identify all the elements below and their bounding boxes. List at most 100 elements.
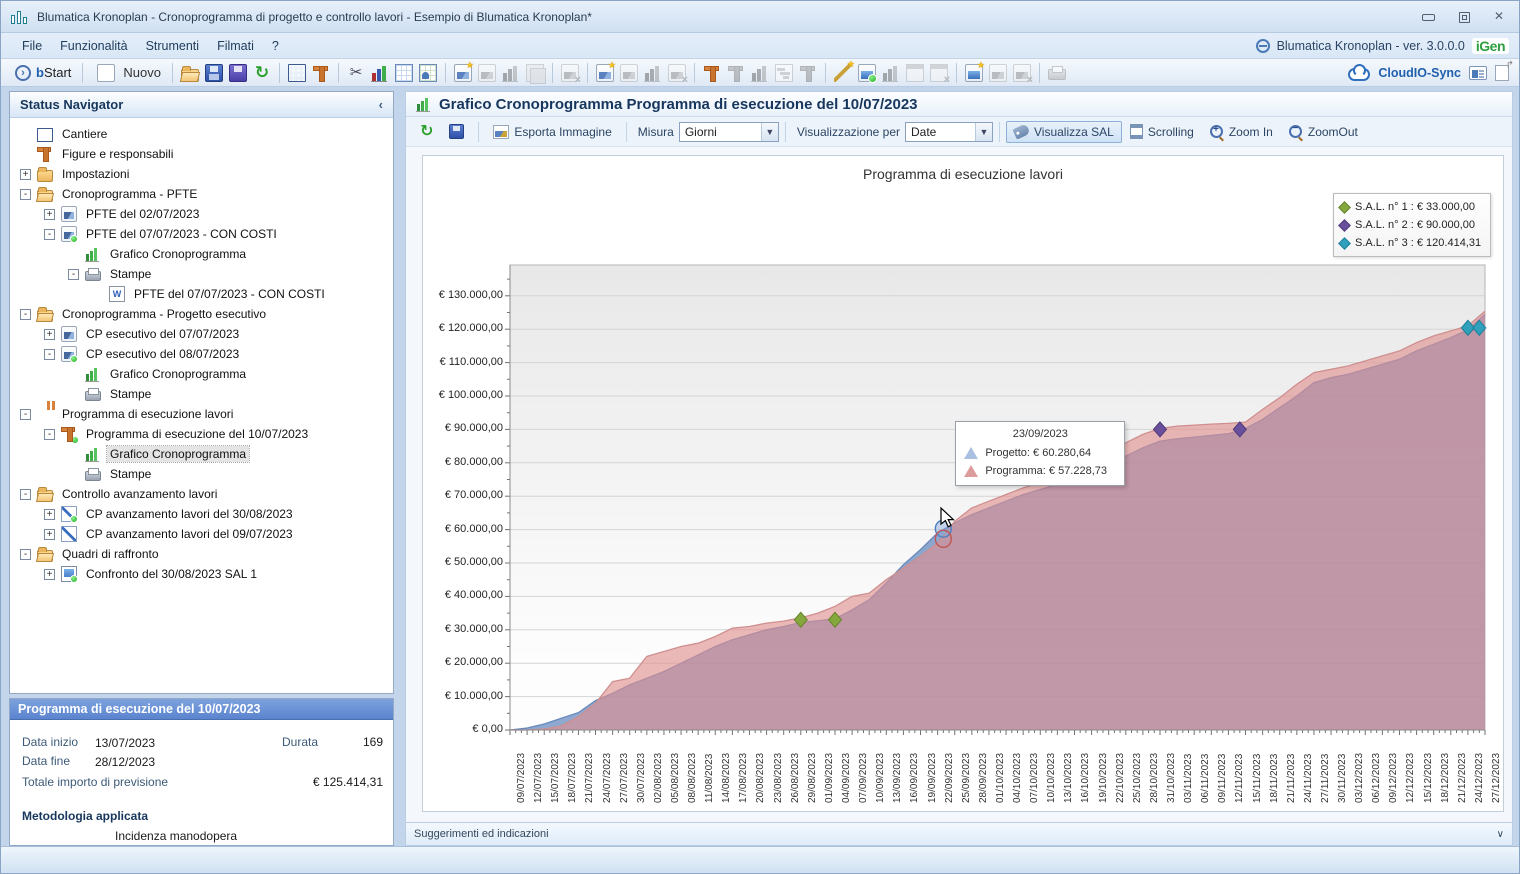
collapse-icon[interactable]: - — [20, 189, 31, 200]
collapse-icon[interactable]: - — [44, 429, 55, 440]
zoom-in-button[interactable]: Zoom In — [1202, 121, 1281, 143]
scrolling-label: Scrolling — [1148, 125, 1194, 139]
scrolling-button[interactable]: Scrolling — [1122, 120, 1202, 143]
bar-chart-icon — [85, 446, 101, 462]
tree-item[interactable]: - Programma di esecuzione del 10/07/2023 — [10, 424, 393, 444]
collapse-icon[interactable]: - — [20, 309, 31, 320]
x-axis-tick-label: 18/07/2023 — [567, 753, 578, 803]
wand-star-icon[interactable] — [834, 64, 852, 82]
tree-item[interactable]: -CP esecutivo del 08/07/2023 — [10, 344, 393, 364]
tree-item[interactable]: -Programma di esecuzione lavori — [10, 404, 393, 424]
table-icon[interactable] — [395, 64, 413, 82]
x-axis-tick-label: 10/10/2023 — [1046, 753, 1057, 803]
tree-item[interactable]: -Quadri di raffronto — [10, 544, 393, 564]
chart-tooltip: 23/09/2023 Progetto: € 60.280,64Programm… — [955, 421, 1125, 486]
tree-item[interactable]: Cantiere — [10, 124, 393, 144]
active-status-dot — [70, 575, 78, 583]
bar-chart-icon[interactable] — [371, 64, 389, 82]
x-axis-tick-label: 16/10/2023 — [1080, 753, 1091, 803]
minimize-button[interactable] — [1421, 11, 1435, 23]
expand-icon[interactable]: + — [44, 509, 55, 520]
collapse-icon[interactable]: - — [44, 229, 55, 240]
dropdown-arrow-icon[interactable]: ▼ — [975, 123, 992, 141]
visualizzazione-dropdown[interactable]: Date ▼ — [905, 122, 993, 142]
esporta-immagine-button[interactable]: Esporta Immagine — [485, 121, 619, 143]
refresh-icon[interactable] — [253, 64, 271, 82]
folder-open-icon[interactable] — [181, 69, 199, 82]
crane-icon[interactable] — [312, 64, 330, 82]
tree-item[interactable]: +PFTE del 02/07/2023 — [10, 204, 393, 224]
expand-icon[interactable]: + — [44, 209, 55, 220]
chart-panel-title: Grafico Cronoprogramma Programma di esec… — [439, 96, 918, 113]
image-blue-star-icon[interactable] — [965, 64, 983, 82]
image-star-icon[interactable] — [596, 64, 614, 82]
suggestions-bar[interactable]: Suggerimenti ed indicazioni ∨ — [406, 822, 1512, 845]
export-doc-icon[interactable] — [1495, 65, 1509, 81]
collapse-icon[interactable]: - — [68, 269, 79, 280]
visualizza-sal-button[interactable]: Visualizza SAL — [1006, 121, 1122, 143]
tree-item[interactable]: Stampe — [10, 464, 393, 484]
tools-icon[interactable] — [347, 64, 365, 82]
tree-item[interactable]: Grafico Cronoprogramma — [10, 364, 393, 384]
cloud-sync-label[interactable]: CloudIO-Sync — [1378, 66, 1461, 80]
collapse-panel-button[interactable]: ‹ — [379, 97, 383, 112]
tree-item[interactable]: Figure e responsabili — [10, 144, 393, 164]
close-button[interactable] — [1493, 11, 1507, 23]
nuovo-label: Nuovo — [123, 65, 161, 80]
tree-item[interactable]: +CP avanzamento lavori del 09/07/2023 — [10, 524, 393, 544]
metodologia-label: Metodologia applicata — [22, 809, 148, 823]
building-icon[interactable] — [288, 64, 306, 82]
chart-area[interactable]: Programma di esecuzione lavori S.A.L. n°… — [422, 155, 1504, 812]
chart-save-button[interactable] — [441, 120, 472, 143]
tree-item[interactable]: Stampe — [10, 384, 393, 404]
tree-item[interactable]: Grafico Cronoprogramma — [10, 444, 393, 464]
restore-button[interactable] — [1457, 11, 1471, 23]
dropdown-arrow-icon[interactable]: ▼ — [761, 123, 778, 141]
chart-legend: S.A.L. n° 1 : € 33.000,00S.A.L. n° 2 : €… — [1333, 193, 1491, 257]
contact-card-icon[interactable] — [1469, 66, 1487, 80]
tree-item[interactable]: -Cronoprogramma - Progetto esecutivo — [10, 304, 393, 324]
chart-refresh-button[interactable] — [412, 120, 441, 144]
line-chart-icon — [61, 526, 77, 542]
save-multi-icon[interactable] — [229, 64, 247, 82]
tree-item[interactable]: +Confronto del 30/08/2023 SAL 1 — [10, 564, 393, 584]
tree-item[interactable]: -PFTE del 07/07/2023 - CON COSTI — [10, 224, 393, 244]
chevron-down-icon[interactable]: ∨ — [1497, 829, 1504, 840]
people-table-icon[interactable] — [419, 64, 437, 82]
save-icon[interactable] — [205, 64, 223, 82]
collapse-icon[interactable]: - — [20, 489, 31, 500]
menu-item-[interactable]: ? — [263, 36, 288, 56]
tree-item[interactable]: -Stampe — [10, 264, 393, 284]
image-star-icon[interactable] — [454, 64, 472, 82]
menu-item-file[interactable]: File — [13, 36, 51, 56]
misura-dropdown[interactable]: Giorni ▼ — [679, 122, 779, 142]
tree-item-label: CP avanzamento lavori del 30/08/2023 — [83, 506, 296, 522]
bar-chart-icon — [85, 366, 101, 382]
nuovo-button[interactable]: Nuovo — [88, 62, 167, 84]
zoom-out-button[interactable]: ZoomOut — [1281, 121, 1366, 143]
collapse-icon[interactable]: - — [20, 409, 31, 420]
expand-icon[interactable]: + — [44, 329, 55, 340]
expand-icon[interactable]: + — [20, 169, 31, 180]
menu-item-funzionalit[interactable]: Funzionalità — [51, 36, 136, 56]
bstart-button[interactable]: › bStart — [9, 63, 77, 83]
collapse-icon[interactable]: - — [20, 549, 31, 560]
tree-item[interactable]: -Cronoprogramma - PFTE — [10, 184, 393, 204]
tree-item[interactable]: +Impostazioni — [10, 164, 393, 184]
sal-diamond-icon — [1338, 219, 1351, 232]
collapse-icon[interactable]: - — [44, 349, 55, 360]
crane-star-icon[interactable] — [703, 64, 721, 82]
menu-item-filmati[interactable]: Filmati — [208, 36, 263, 56]
plot-area[interactable]: 23/09/2023 Progetto: € 60.280,64Programm… — [510, 265, 1485, 730]
chart-dot-icon[interactable] — [858, 64, 876, 82]
menu-item-strumenti[interactable]: Strumenti — [137, 36, 209, 56]
tree-item[interactable]: +CP esecutivo del 07/07/2023 — [10, 324, 393, 344]
tree-item[interactable]: + CP avanzamento lavori del 30/08/2023 — [10, 504, 393, 524]
expand-icon[interactable]: + — [44, 569, 55, 580]
tree-item[interactable]: Grafico Cronoprogramma — [10, 244, 393, 264]
expand-icon[interactable]: + — [44, 529, 55, 540]
tree-item-label: Programma di esecuzione del 10/07/2023 — [83, 426, 311, 442]
tree-item[interactable]: -Controllo avanzamento lavori — [10, 484, 393, 504]
cloud-sync-icon[interactable] — [1348, 68, 1370, 81]
tree-item[interactable]: PFTE del 07/07/2023 - CON COSTI — [10, 284, 393, 304]
